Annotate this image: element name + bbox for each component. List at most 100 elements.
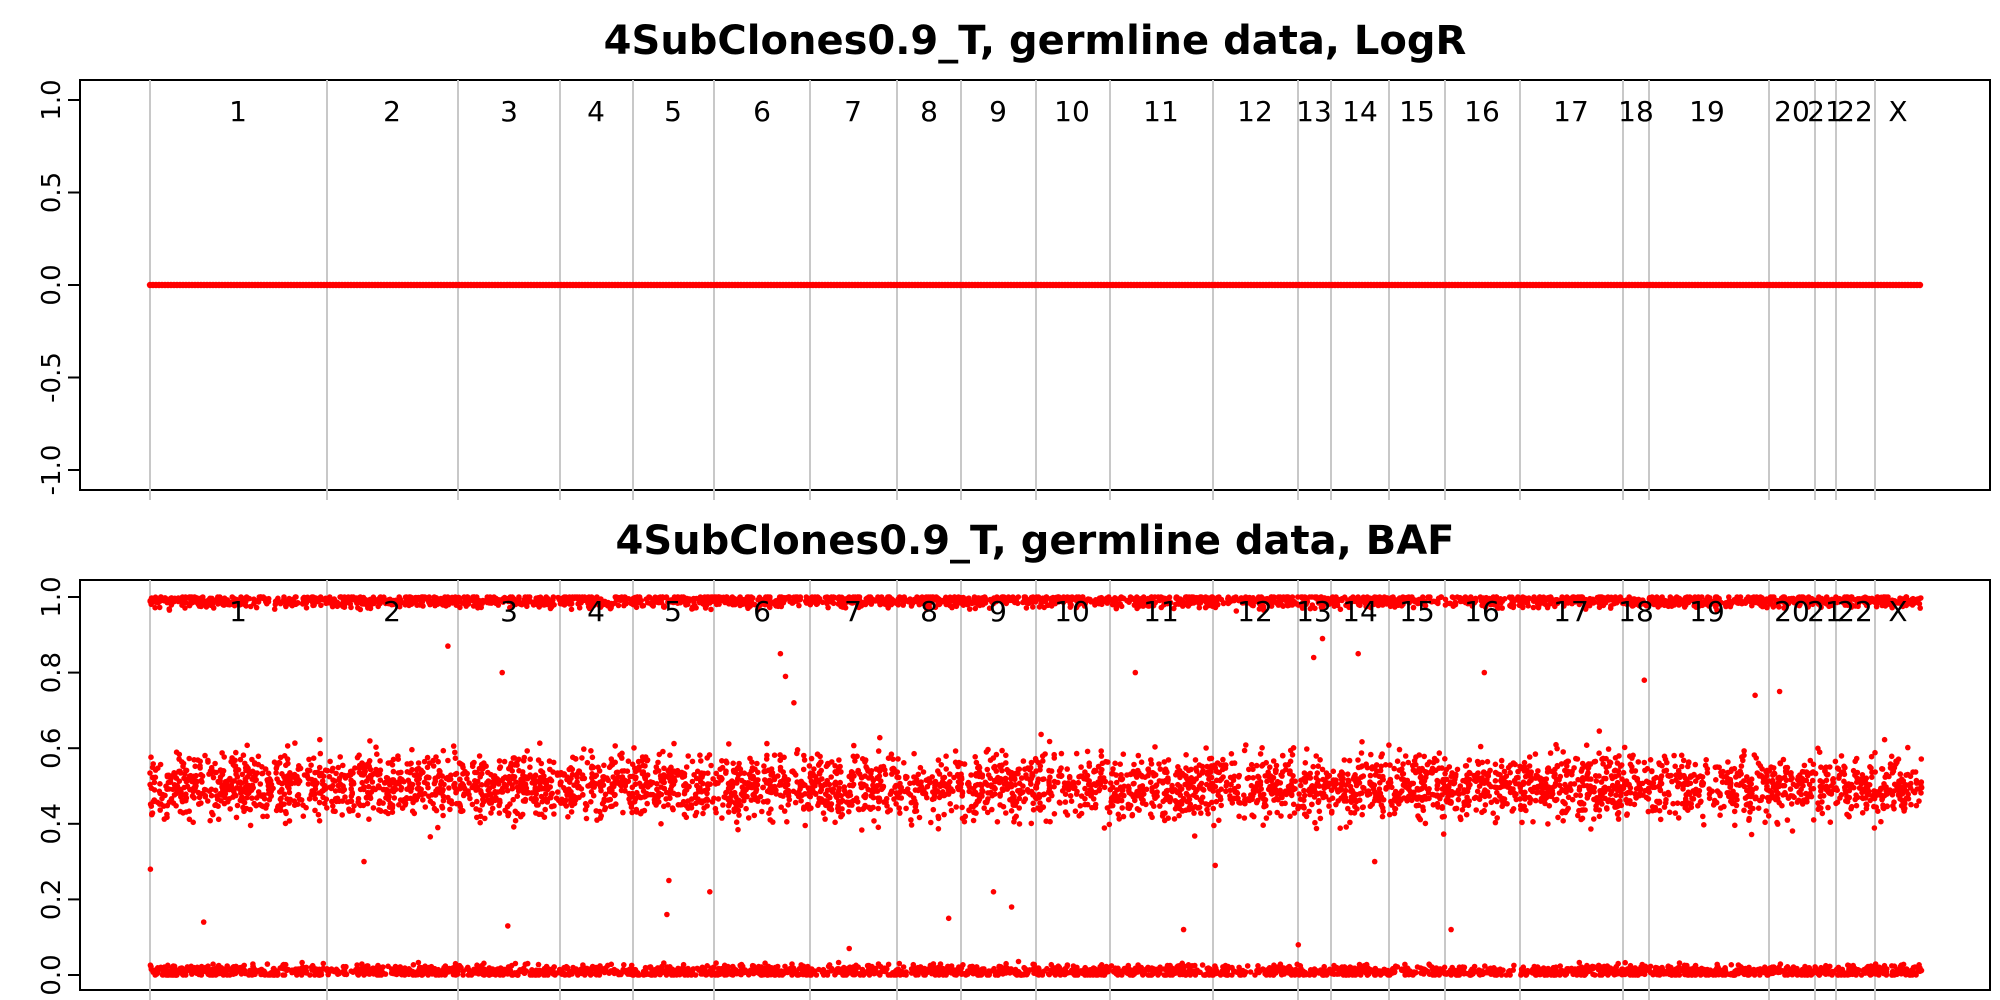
chromosome-label-21: 21 — [1807, 95, 1843, 128]
baf-point — [559, 601, 566, 607]
baf-point — [1888, 753, 1895, 760]
chromosome-label-14: 14 — [1342, 95, 1378, 128]
baf-point — [306, 756, 312, 763]
baf-point — [244, 742, 250, 749]
y-tick-label: 0.5 — [37, 172, 67, 213]
baf-point — [568, 606, 575, 613]
baf-point — [736, 597, 742, 604]
baf-point — [827, 597, 834, 603]
baf-point — [1521, 597, 1527, 604]
baf-point — [1592, 758, 1599, 765]
baf-point — [646, 594, 652, 600]
baf-point — [613, 594, 620, 600]
chromosome-label-1: 1 — [229, 95, 247, 128]
baf-point — [953, 804, 959, 810]
baf-point — [1501, 596, 1508, 602]
baf-point — [836, 757, 842, 763]
chromosome-label-X: X — [1888, 95, 1907, 128]
baf-point — [409, 596, 416, 602]
baf-point — [1233, 608, 1240, 614]
baf-point — [1203, 745, 1209, 751]
baf-point — [994, 819, 1001, 825]
baf-point — [576, 605, 583, 611]
logr-chromosome-separators — [149, 80, 1876, 500]
baf-point — [148, 601, 154, 608]
baf-point — [713, 594, 719, 600]
chromosome-label-19: 19 — [1689, 95, 1725, 128]
baf-point — [360, 600, 367, 606]
baf-point — [1203, 781, 1210, 788]
baf-point — [1882, 597, 1889, 603]
baf-point — [1615, 809, 1622, 816]
baf-point — [978, 597, 985, 603]
baf-point — [1905, 744, 1911, 751]
baf-point — [293, 601, 299, 608]
baf-point — [1216, 817, 1222, 824]
baf-point — [1211, 597, 1218, 604]
baf-point — [1282, 762, 1289, 768]
baf-point — [1301, 787, 1307, 794]
baf-point — [1499, 605, 1505, 611]
baf-point — [478, 604, 485, 611]
baf-point — [186, 602, 193, 609]
baf-point — [561, 594, 568, 600]
baf-point — [952, 748, 959, 754]
baf-point — [846, 808, 852, 815]
baf-point — [708, 762, 714, 769]
baf-point — [1064, 766, 1070, 772]
baf-point — [462, 598, 469, 605]
baf-points — [147, 594, 1925, 978]
baf-point — [477, 819, 484, 826]
baf-point — [537, 740, 543, 746]
baf-point — [1598, 596, 1604, 602]
baf-point — [815, 596, 821, 603]
baf-point — [1120, 751, 1127, 757]
baf-point — [1107, 786, 1114, 793]
baf-point — [434, 601, 441, 608]
baf-point — [685, 601, 691, 608]
baf-point — [1591, 789, 1597, 795]
baf-point — [971, 600, 977, 606]
baf-point — [1727, 603, 1734, 610]
baf-point — [896, 805, 902, 811]
baf-point — [1171, 816, 1178, 822]
chromosome-label-5: 5 — [664, 95, 682, 128]
baf-point — [275, 595, 281, 602]
baf-point — [496, 810, 503, 816]
baf-point — [859, 827, 865, 833]
baf-point — [1599, 756, 1605, 762]
baf-point — [179, 602, 185, 608]
baf-point — [901, 760, 907, 766]
baf-point — [1863, 805, 1870, 812]
baf-point — [261, 596, 268, 602]
baf-point — [877, 734, 883, 741]
baf-point — [907, 597, 914, 604]
baf-point — [867, 594, 874, 600]
logr-point — [1916, 281, 1924, 289]
baf-point — [1692, 761, 1699, 768]
baf-point — [601, 762, 607, 769]
baf-point — [1289, 602, 1295, 608]
baf-point — [1671, 752, 1677, 759]
baf-point — [292, 740, 298, 746]
baf-point — [512, 817, 519, 824]
baf-point — [306, 597, 313, 603]
baf-point — [370, 805, 377, 811]
baf-point — [1508, 601, 1515, 607]
baf-point — [1241, 747, 1248, 754]
baf-point — [1531, 596, 1537, 602]
baf-point — [440, 596, 447, 603]
baf-point — [1205, 595, 1212, 601]
baf-point — [818, 759, 824, 765]
baf-point — [972, 754, 978, 760]
baf-point — [622, 595, 629, 602]
baf-point — [342, 794, 348, 800]
baf-point — [1454, 594, 1461, 600]
baf-point — [1697, 799, 1704, 806]
baf-point — [1704, 770, 1711, 776]
baf-point — [1231, 760, 1238, 766]
baf-point — [1667, 602, 1673, 609]
logr-points — [146, 281, 1924, 289]
baf-point — [1416, 752, 1422, 758]
